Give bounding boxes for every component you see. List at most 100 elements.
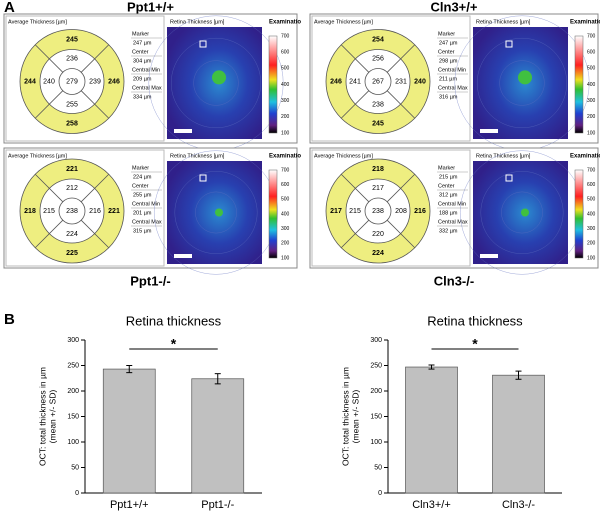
map-ring xyxy=(499,60,545,106)
y-axis-label: OCT: total thickness in µm xyxy=(37,367,47,466)
center-ring xyxy=(58,68,86,95)
heatmap xyxy=(167,27,262,139)
map-marker xyxy=(505,40,513,48)
center-value: 267 xyxy=(372,78,384,85)
map-ring xyxy=(174,171,258,254)
scale-tick-label: 600 xyxy=(281,182,290,188)
center-value: 238 xyxy=(372,208,384,215)
sector-line xyxy=(34,44,64,73)
scale-tick-label: 400 xyxy=(281,211,290,217)
stat-label: Marker xyxy=(132,165,149,171)
y-tick-label: 200 xyxy=(67,388,79,395)
stat-label: Central Max xyxy=(132,85,162,91)
center-value: 279 xyxy=(66,78,78,85)
scale-tick-label: 700 xyxy=(587,167,596,173)
color-bar xyxy=(574,169,584,259)
inner-value: 239 xyxy=(89,78,101,85)
chart-title: Retina thickness xyxy=(427,313,523,328)
sector-line xyxy=(80,219,110,249)
sector-line xyxy=(340,173,370,203)
scale-tick-label: 700 xyxy=(587,33,596,39)
fovea-spot xyxy=(521,208,529,217)
scale-tick-label: 300 xyxy=(587,226,596,232)
map-header: Examinatio xyxy=(269,154,301,160)
outer-value: 224 xyxy=(372,250,384,257)
oct-panel: Average Thickness [µm] 245 236 244 240 246 239… xyxy=(3,13,301,151)
scale-tick-label: 200 xyxy=(281,241,290,247)
color-bar xyxy=(574,35,584,134)
map-title: Retina Thickness [µm] xyxy=(170,19,225,25)
grid-frame xyxy=(311,15,471,142)
center-value: 238 xyxy=(66,208,78,215)
stat-label: Central Min xyxy=(132,67,160,73)
stat-value: 201 µm xyxy=(133,210,152,216)
group-title: Ppt1+/+ xyxy=(127,0,174,14)
inner-value: 220 xyxy=(372,231,384,238)
y-tick-label: 150 xyxy=(67,413,79,420)
map-ring xyxy=(170,37,262,129)
scale-tick-label: 100 xyxy=(281,130,290,136)
scale-tick-label: 500 xyxy=(281,66,290,72)
y-tick-label: 150 xyxy=(370,413,382,420)
grid-frame xyxy=(311,149,471,267)
stat-value: 334 µm xyxy=(133,94,152,100)
map-header: Examinatio xyxy=(269,20,301,26)
stat-label: Marker xyxy=(132,31,149,37)
sector-line xyxy=(340,90,370,119)
stat-label: Central Max xyxy=(132,219,162,225)
fovea-spot xyxy=(212,70,226,85)
stat-value: 312 µm xyxy=(439,192,458,198)
significance-label: * xyxy=(472,336,478,352)
bar xyxy=(191,378,245,494)
outer-value: 245 xyxy=(66,36,78,43)
outer-value: 246 xyxy=(330,78,342,85)
stat-value: 211 µm xyxy=(439,76,457,82)
scale-bar xyxy=(174,129,192,133)
center-ring xyxy=(364,68,392,95)
inner-value: 241 xyxy=(349,78,361,85)
x-tick-label: Cln3-/- xyxy=(502,499,535,511)
panel-label: B xyxy=(4,311,15,328)
map-header: Examinatio xyxy=(570,20,600,26)
scale-tick-label: 200 xyxy=(587,114,596,120)
bar xyxy=(405,366,458,494)
scale-tick-label: 100 xyxy=(587,255,596,261)
outer-value: 240 xyxy=(414,78,426,85)
grid-title: Average Thickness [µm] xyxy=(8,153,67,159)
inner-value: 240 xyxy=(43,78,55,85)
map-ring xyxy=(480,171,564,254)
map-ring xyxy=(153,150,279,275)
map-title: Retina Thickness [µm] xyxy=(476,19,531,25)
y-tick-label: 200 xyxy=(370,388,382,395)
scale-bar xyxy=(480,254,498,258)
stat-value: 247 µm xyxy=(133,40,152,46)
grid-title: Average Thickness [µm] xyxy=(314,19,373,25)
scale-tick-label: 500 xyxy=(587,66,596,72)
fovea-spot xyxy=(215,208,223,217)
grid-frame xyxy=(5,149,165,267)
stat-value: 209 µm xyxy=(133,76,152,82)
y-tick-label: 300 xyxy=(67,337,79,344)
outer-value: 221 xyxy=(108,208,120,215)
outer-value: 246 xyxy=(108,78,120,85)
outer-value: 217 xyxy=(330,208,342,215)
scale-tick-label: 600 xyxy=(587,182,596,188)
stat-value: 298 µm xyxy=(439,58,458,64)
inner-value: 216 xyxy=(89,208,101,215)
center-ring xyxy=(58,197,86,225)
map-ring xyxy=(501,191,543,234)
bar xyxy=(102,368,156,494)
inner-value: 256 xyxy=(372,55,384,62)
stat-label: Center xyxy=(438,183,455,189)
y-axis-label: OCT: total thickness in µm xyxy=(340,367,350,466)
stat-label: Central Min xyxy=(132,201,160,207)
scale-tick-label: 500 xyxy=(587,197,596,203)
heatmap xyxy=(167,161,262,264)
map-ring xyxy=(476,37,568,129)
scale-tick-label: 400 xyxy=(587,211,596,217)
stat-value: 188 µm xyxy=(439,210,458,216)
stat-value: 304 µm xyxy=(133,58,152,64)
map-ring xyxy=(193,60,239,106)
stat-label: Center xyxy=(438,49,455,55)
y-tick-label: 100 xyxy=(370,439,382,446)
